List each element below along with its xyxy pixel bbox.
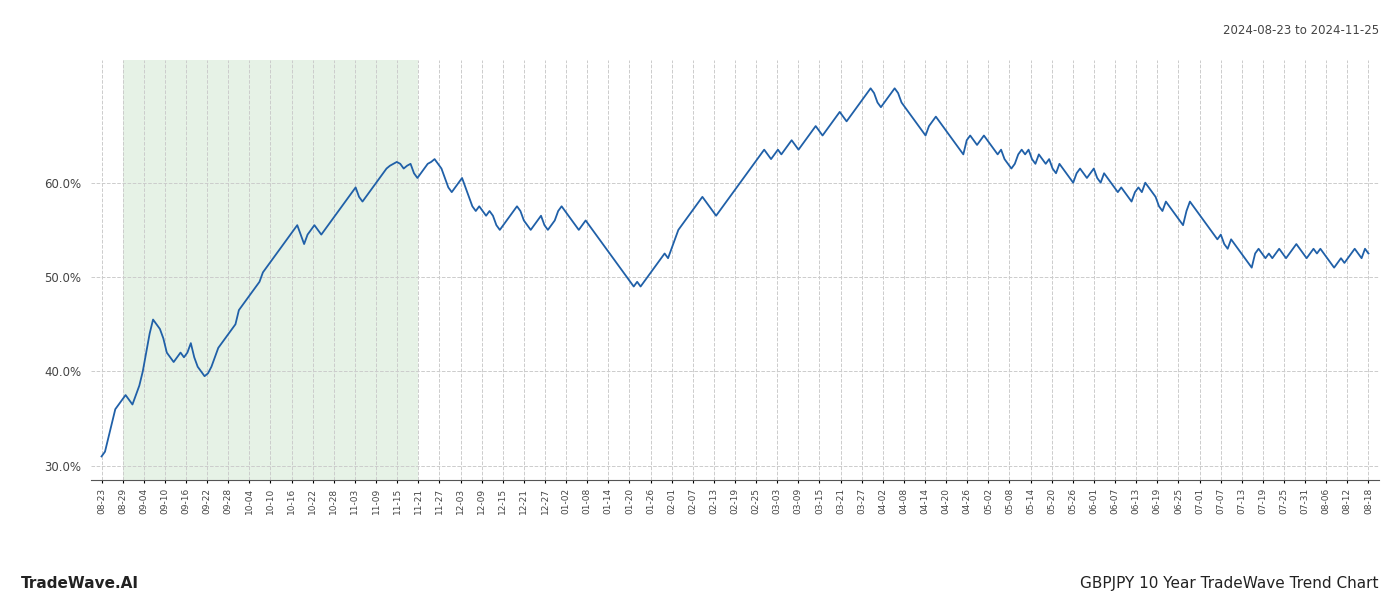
Bar [123,60,419,480]
Text: 2024-08-23 to 2024-11-25: 2024-08-23 to 2024-11-25 [1222,24,1379,37]
Text: GBPJPY 10 Year TradeWave Trend Chart: GBPJPY 10 Year TradeWave Trend Chart [1081,576,1379,591]
Text: TradeWave.AI: TradeWave.AI [21,576,139,591]
